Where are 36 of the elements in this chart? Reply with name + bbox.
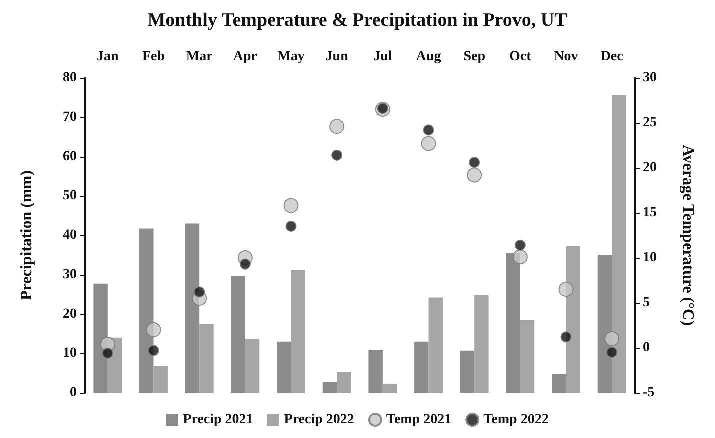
chart-title: Monthly Temperature & Precipitation in Provo, UT [148,10,568,31]
y2-tick-label: 20 [643,160,657,176]
y-tick-label: 50 [63,188,77,204]
x-tick-label: Sep [464,50,486,64]
y-axis-title: Precipitation (mm) [18,170,36,300]
x-tick-label: Jul [374,50,392,64]
x-tick-label: May [278,50,305,64]
y2-axis-title: Average Temperature (°C) [680,145,696,326]
legend-label: Precip 2021 [183,412,254,428]
y2-tick-label: -5 [643,386,655,400]
y2-tick-label: 0 [643,340,650,356]
y2-tick-label: 10 [643,250,657,266]
x-tick-label: Jan [97,50,120,64]
x-tick-label: Oct [510,50,532,64]
y-tick-label: 0 [70,386,77,400]
legend-label: Precip 2022 [284,412,354,428]
y-tick-label: 70 [63,110,77,125]
y2-tick-label: 15 [643,206,657,220]
legend-label: Temp 2021 [386,412,452,428]
x-tick-label: Apr [233,50,258,64]
x-tick-label: Dec [600,50,624,64]
y2-tick-label: 25 [643,116,657,130]
y2-tick-label: 30 [643,70,657,86]
y-tick-label: 20 [63,306,77,322]
x-tick-label: Mar [186,50,213,64]
x-tick-label: Aug [416,50,442,64]
y-tick-label: 80 [63,70,77,86]
y-tick-label: 30 [63,267,77,282]
y-tick-label: 60 [63,149,77,164]
x-tick-label: Feb [142,50,166,64]
y2-tick-label: 5 [643,296,650,310]
y-tick-label: 10 [63,346,77,362]
x-tick-label: Jun [326,50,349,64]
y-tick-label: 40 [63,228,77,243]
x-tick-label: Nov [554,50,578,64]
legend-label: Temp 2022 [484,412,549,428]
